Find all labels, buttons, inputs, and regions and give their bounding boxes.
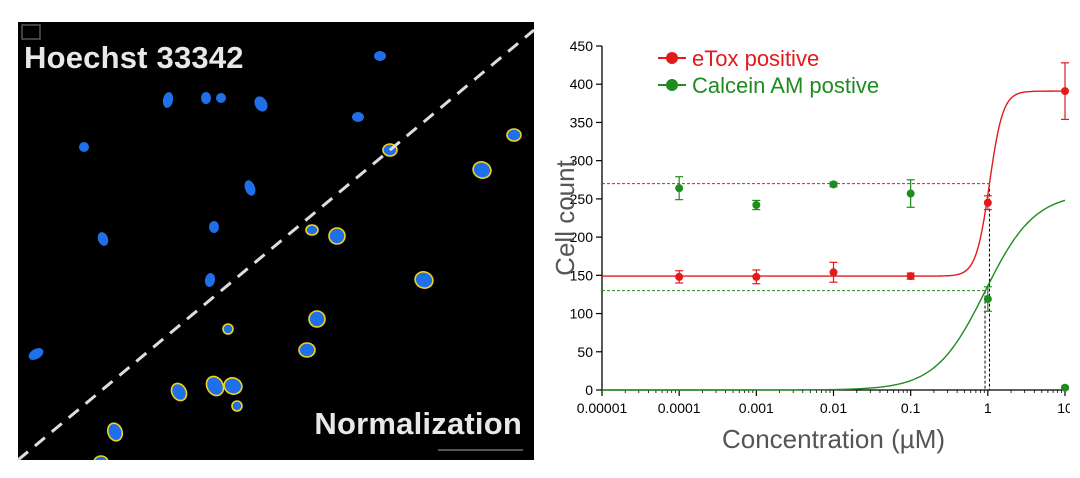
marker	[983, 295, 992, 304]
nucleus	[106, 422, 124, 442]
marker	[1061, 87, 1069, 96]
y-tick-label: 150	[570, 267, 594, 283]
split-divider-line	[18, 28, 534, 460]
y-tick-label: 400	[570, 76, 594, 92]
data-point	[983, 286, 992, 312]
nucleus	[328, 227, 346, 245]
legend-marker	[666, 52, 678, 64]
image-subtitle: Normalization	[314, 406, 522, 441]
y-axis-label: Cell count	[550, 159, 580, 275]
nucleus	[254, 96, 268, 112]
nucleus	[308, 310, 326, 328]
nucleus	[170, 382, 188, 402]
data-point	[829, 261, 838, 283]
y-tick-label: 350	[570, 114, 594, 130]
nucleus	[472, 161, 492, 179]
nuclei-image	[18, 24, 534, 460]
data-point	[906, 179, 915, 208]
nucleus	[223, 377, 243, 395]
nucleus	[209, 221, 219, 233]
nucleus	[201, 92, 211, 104]
x-axis-label: Concentration (µM)	[722, 424, 945, 454]
x-tick-label: 1	[984, 400, 992, 416]
marker	[752, 272, 761, 281]
data-point	[1061, 383, 1069, 392]
y-tick-label: 0	[585, 382, 593, 398]
y-tick-label: 300	[570, 153, 594, 169]
legend-item: Calcein AM postive	[658, 73, 879, 98]
dose-response-chart: 0 50 100 150 200 250 300 350 400 450 0.00001 0.0001…	[550, 38, 1070, 454]
marker	[906, 272, 915, 281]
data-point	[752, 269, 761, 285]
x-tick-label: 0.01	[820, 400, 847, 416]
y-tick-label: 100	[570, 306, 594, 322]
marker	[752, 201, 761, 210]
marker	[829, 268, 838, 277]
legend-marker	[666, 79, 678, 91]
fit-curves	[602, 90, 1066, 391]
x-tick-label: 0.1	[901, 400, 921, 416]
y-tick-label: 250	[570, 191, 594, 207]
nucleus	[205, 375, 225, 397]
nucleus	[244, 180, 256, 196]
y-tick-label: 450	[570, 38, 594, 54]
data-point	[983, 195, 992, 211]
nucleus	[93, 455, 109, 460]
fit-curve	[602, 199, 1066, 391]
marker	[983, 198, 992, 207]
marker	[675, 272, 684, 281]
nucleus	[298, 342, 316, 358]
data-point	[906, 272, 915, 281]
nucleus	[374, 51, 386, 61]
nucleus	[97, 232, 109, 246]
marker	[675, 184, 684, 193]
x-tick-label: 10	[1057, 400, 1070, 416]
nucleus	[506, 128, 522, 142]
nucleus	[352, 112, 364, 122]
data-point	[675, 176, 684, 201]
x-tick-label: 0.0001	[658, 400, 701, 416]
nucleus	[204, 273, 216, 287]
nucleus	[414, 271, 434, 289]
data-point	[1061, 62, 1069, 120]
marker	[1061, 383, 1069, 392]
legend-label: Calcein AM postive	[692, 73, 879, 98]
microscopy-image: Hoechst 33342 Normalization	[18, 22, 534, 460]
nucleus	[231, 400, 243, 412]
nucleus	[305, 224, 319, 236]
nucleus	[162, 92, 174, 108]
data-point	[675, 270, 684, 284]
legend-label: eTox positive	[692, 46, 819, 71]
image-title: Hoechst 33342	[24, 40, 244, 75]
window-icon	[21, 24, 41, 40]
data-points	[675, 62, 1069, 392]
y-tick-label: 200	[570, 229, 594, 245]
nucleus	[28, 348, 44, 360]
nucleus	[79, 142, 89, 152]
data-point	[829, 180, 838, 189]
x-tick-label: 0.001	[739, 400, 774, 416]
chart-axes: 0 50 100 150 200 250 300 350 400 450 0.00001 0.0001…	[570, 38, 1070, 416]
legend-item: eTox positive	[658, 46, 819, 71]
x-tick-label: 0.00001	[577, 400, 628, 416]
marker	[829, 180, 838, 189]
data-point	[752, 199, 761, 211]
marker	[906, 189, 915, 198]
ec50-reference-lines	[602, 183, 990, 390]
y-tick-label: 50	[577, 344, 593, 360]
nucleus	[216, 93, 226, 103]
nucleus	[222, 323, 234, 335]
